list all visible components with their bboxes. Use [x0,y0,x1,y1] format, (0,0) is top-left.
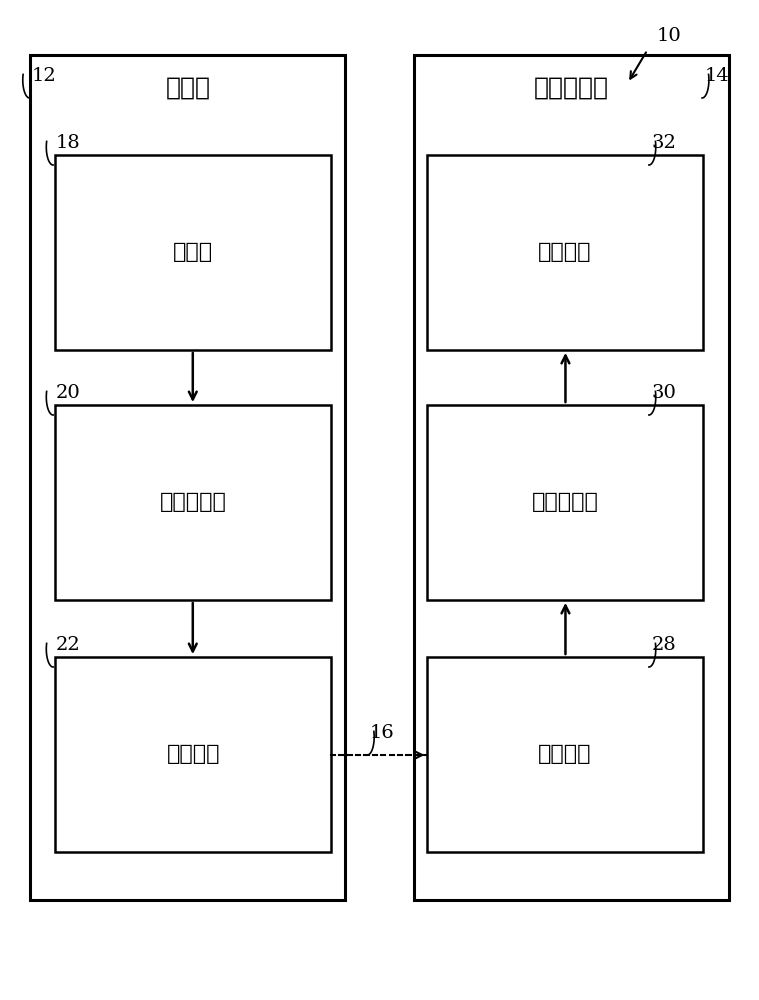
Text: 10: 10 [657,27,682,45]
Text: 视频编码器: 视频编码器 [159,492,227,512]
Text: 20: 20 [55,384,80,402]
Text: 28: 28 [651,636,676,654]
Bar [427,405,703,600]
Bar [30,55,345,900]
Text: 14: 14 [704,67,729,85]
Text: 视频源: 视频源 [173,242,213,262]
Text: 视频解码器: 视频解码器 [531,492,599,512]
Bar [55,155,331,350]
Bar [55,405,331,600]
Bar [414,55,729,900]
Text: 源装置: 源装置 [165,76,211,100]
Text: 16: 16 [370,724,395,742]
Bar [427,657,703,852]
Text: 12: 12 [32,67,57,85]
Text: 30: 30 [651,384,676,402]
Text: 18: 18 [55,134,80,152]
Text: 22: 22 [55,636,80,654]
Text: 输入接口: 输入接口 [538,744,592,764]
Bar [427,155,703,350]
Text: 32: 32 [651,134,676,152]
Text: 显示装置: 显示装置 [538,242,592,262]
Text: 输出接口: 输出接口 [166,744,220,764]
Bar [55,657,331,852]
Text: 目的地装置: 目的地装置 [534,76,608,100]
